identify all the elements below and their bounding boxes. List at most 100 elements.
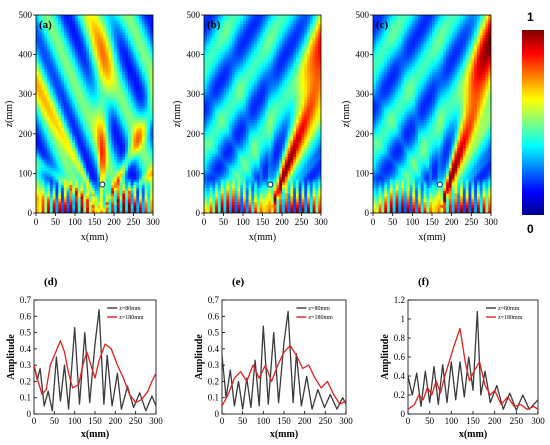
heatmap-cell <box>276 23 280 27</box>
heatmap-cell <box>270 156 275 160</box>
heatmap-cell <box>100 179 104 183</box>
heatmap-cell <box>116 176 120 180</box>
heatmap-cell <box>248 147 252 152</box>
heatmap-cell <box>254 71 258 75</box>
heatmap-cell <box>215 128 219 132</box>
heatmap-cell <box>86 29 90 33</box>
heatmap-cell <box>282 133 286 138</box>
heatmap-cell <box>119 88 123 92</box>
heatmap-cell <box>204 63 208 67</box>
heatmap-cell <box>206 196 210 200</box>
heatmap-cell <box>279 176 283 180</box>
heatmap-cell <box>141 26 146 30</box>
heatmap-cell <box>55 102 59 106</box>
heatmap-cell <box>231 164 236 169</box>
heatmap-cell <box>251 48 255 53</box>
heatmap-cell <box>63 60 68 64</box>
heatmap-cell <box>144 48 148 53</box>
heatmap-cell <box>119 159 123 163</box>
heatmap-cell <box>100 88 104 92</box>
heatmap-cell <box>86 116 90 121</box>
heatmap-cell <box>144 122 148 126</box>
heatmap-cell <box>52 57 56 61</box>
heatmap-cell <box>55 108 59 112</box>
heatmap-cell <box>108 34 112 39</box>
heatmap-cell <box>273 153 277 157</box>
heatmap-cell <box>282 156 286 160</box>
heatmap-cell <box>105 31 109 36</box>
heatmap-cell <box>97 68 101 72</box>
heatmap-cell <box>147 150 151 154</box>
heatmap-cell <box>220 17 224 22</box>
heatmap-cell <box>243 145 247 149</box>
heatmap-cell <box>254 60 258 64</box>
heatmap-cell <box>144 94 148 98</box>
heatmap-cell <box>254 196 258 200</box>
heatmap-cell <box>122 142 126 146</box>
heatmap-cell <box>105 139 109 143</box>
heatmap-cell <box>251 74 255 78</box>
heatmap-cell <box>217 162 222 166</box>
heatmap-cell <box>61 136 65 140</box>
heatmap-cell <box>141 190 146 194</box>
heatmap-cell <box>217 60 222 64</box>
heatmap-cell <box>231 184 236 188</box>
heatmap-cell <box>114 164 118 169</box>
heatmap-cell <box>243 57 247 61</box>
heatmap-cell <box>36 97 40 101</box>
heatmap-cell <box>105 37 109 41</box>
heatmap-cell <box>259 201 263 205</box>
heatmap-cell <box>217 153 222 157</box>
heatmap-cell <box>80 162 84 166</box>
heatmap-cell <box>256 150 261 154</box>
heatmap-cell <box>243 74 247 78</box>
heatmap-cell <box>127 46 132 50</box>
heatmap-cell <box>268 20 272 24</box>
heatmap-cell <box>229 51 233 55</box>
heatmap-cell <box>47 122 51 126</box>
heatmap-cell <box>55 198 59 203</box>
heatmap-cell <box>136 43 140 47</box>
heatmap-cell <box>61 88 65 92</box>
heatmap-cell <box>55 88 59 92</box>
heatmap-cell <box>217 85 222 89</box>
heatmap-cell <box>66 198 70 203</box>
heatmap-cell <box>41 116 45 121</box>
heatmap-cell <box>141 210 146 213</box>
heatmap-cell <box>237 40 241 44</box>
heatmap-cell <box>226 29 230 33</box>
heatmap-cell <box>273 198 277 203</box>
heatmap-cell <box>41 111 45 115</box>
heatmap-cell <box>66 190 70 194</box>
heatmap-cell <box>220 187 224 191</box>
heatmap-cell <box>223 136 227 140</box>
heatmap-cell <box>36 111 40 115</box>
heatmap-cell <box>44 170 48 174</box>
heatmap-cell <box>240 125 244 129</box>
heatmap-cell <box>282 196 286 200</box>
heatmap-cell <box>80 130 84 135</box>
heatmap-cell <box>226 167 230 171</box>
heatmap-cell <box>215 29 219 33</box>
heatmap-cell <box>122 71 126 75</box>
heatmap-cell <box>41 34 45 39</box>
heatmap-cell <box>150 204 153 208</box>
heatmap-cell <box>209 108 213 112</box>
heatmap-cell <box>44 167 48 171</box>
heatmap-cell <box>251 156 255 160</box>
heatmap-cell <box>63 181 68 186</box>
heatmap-cell <box>243 26 247 30</box>
heatmap-cell <box>231 128 236 132</box>
heatmap-cell <box>276 184 280 188</box>
heatmap-cell <box>36 162 40 166</box>
heatmap-cell <box>136 23 140 27</box>
heatmap-cell <box>88 198 93 203</box>
heatmap-cell <box>114 204 118 208</box>
heatmap-cell <box>80 102 84 106</box>
heatmap-cell <box>282 145 286 149</box>
heatmap-cell <box>36 128 40 132</box>
heatmap-cell <box>133 119 137 123</box>
heatmap-cell <box>108 181 112 186</box>
heatmap-cell <box>80 119 84 123</box>
heatmap-cell <box>58 207 62 211</box>
